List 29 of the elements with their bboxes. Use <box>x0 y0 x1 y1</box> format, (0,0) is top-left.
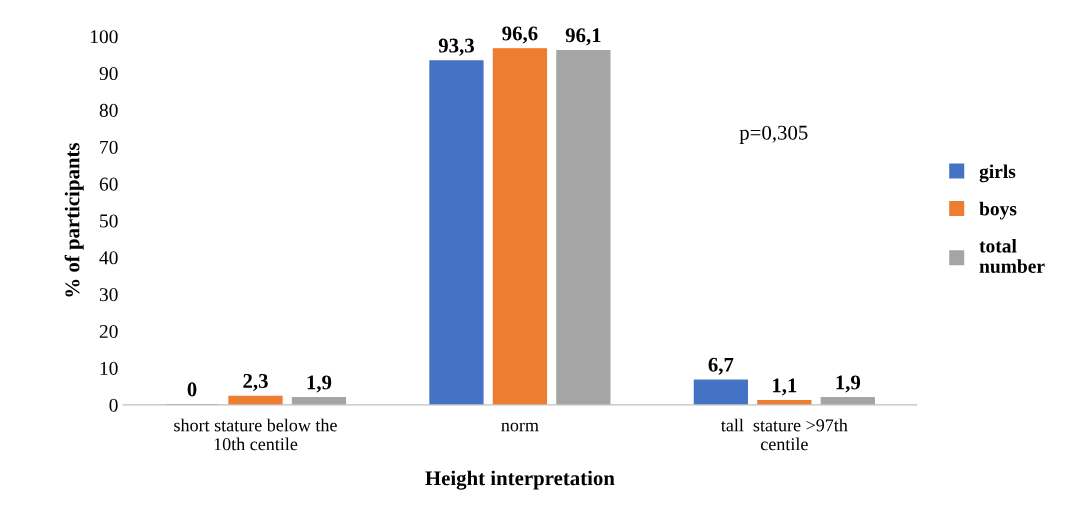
x-tick-label: norm <box>501 422 539 432</box>
y-tick-label: 20 <box>99 324 118 339</box>
y-tick-label: 80 <box>99 103 118 117</box>
data-label: 0 <box>187 382 197 397</box>
y-tick-label: 90 <box>99 66 118 81</box>
x-axis-title: Height interpretation <box>425 470 615 490</box>
y-tick-label: 30 <box>99 288 118 302</box>
data-label: 96,1 <box>565 28 601 46</box>
data-label: 6,7 <box>708 357 734 375</box>
data-label: 1,9 <box>307 375 332 393</box>
legend-label: total number <box>979 238 1045 273</box>
y-tick-label: 10 <box>100 361 118 375</box>
annotation: p=0,305 <box>739 125 808 144</box>
y-tick-label: 70 <box>100 140 118 154</box>
data-label: 1,9 <box>836 375 861 393</box>
data-label: 1,1 <box>773 378 797 396</box>
legend-label: girls <box>979 164 1016 183</box>
x-tick-label: tall stature >97th centile <box>721 418 848 451</box>
y-axis-title: % of participants <box>64 142 84 297</box>
data-label: 96,6 <box>502 26 538 44</box>
y-tick-label: 40 <box>99 251 118 265</box>
x-tick-label: short stature below the 10th centile <box>174 418 337 451</box>
legend-label: boys <box>979 201 1017 220</box>
data-label: 2,3 <box>243 373 268 391</box>
y-tick-label: 60 <box>99 177 118 191</box>
y-tick-label: 100 <box>90 30 118 44</box>
y-tick-label: 50 <box>100 214 118 228</box>
data-label: 93,3 <box>438 38 474 56</box>
y-tick-label: 0 <box>109 398 118 412</box>
